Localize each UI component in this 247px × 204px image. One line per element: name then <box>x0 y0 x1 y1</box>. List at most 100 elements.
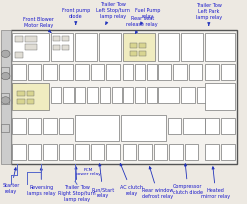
Bar <box>123 87 133 103</box>
Bar <box>205 144 219 160</box>
Bar <box>158 33 179 61</box>
Bar <box>59 144 73 160</box>
Text: Rear window
defrost relay: Rear window defrost relay <box>142 167 173 199</box>
Text: Rear seat
release relay: Rear seat release relay <box>126 16 158 33</box>
Text: Trailer Tow
Left Stop/turn
lamp relay: Trailer Tow Left Stop/turn lamp relay <box>96 2 130 24</box>
Bar <box>135 87 145 103</box>
Bar <box>185 144 199 160</box>
Bar <box>59 64 73 80</box>
Bar <box>87 87 98 103</box>
Bar <box>168 118 182 134</box>
Bar <box>51 33 73 61</box>
Bar <box>62 36 69 41</box>
Bar <box>106 64 120 80</box>
Bar <box>15 36 23 42</box>
Text: Fuel Pump
relay: Fuel Pump relay <box>135 8 160 24</box>
Bar <box>106 144 120 160</box>
Bar <box>12 83 26 103</box>
Bar <box>91 64 104 80</box>
Bar <box>147 64 157 80</box>
Bar <box>221 118 235 134</box>
Text: Heated
mirror relay: Heated mirror relay <box>201 167 230 199</box>
Bar <box>205 64 219 80</box>
Bar <box>158 87 179 103</box>
Bar <box>11 30 237 164</box>
Bar <box>205 33 235 61</box>
Bar <box>43 64 57 80</box>
Text: AC clutch
relay: AC clutch relay <box>120 163 143 196</box>
Bar <box>112 87 122 103</box>
Bar <box>154 144 167 160</box>
Bar <box>75 114 119 141</box>
Bar <box>12 144 26 160</box>
Bar <box>169 144 183 160</box>
Bar <box>1 30 11 164</box>
Text: Trailer Tow
Left Park
lamp relay: Trailer Tow Left Park lamp relay <box>196 3 222 25</box>
Circle shape <box>1 72 10 80</box>
Bar <box>123 64 133 80</box>
Text: Front Blower
Motor Relay: Front Blower Motor Relay <box>23 17 54 32</box>
Bar <box>182 87 195 103</box>
Bar <box>28 118 41 134</box>
Text: Starter
relay: Starter relay <box>2 168 20 194</box>
Bar <box>1 93 9 104</box>
Bar <box>75 87 85 103</box>
Bar <box>138 144 152 160</box>
Bar <box>205 118 219 134</box>
Bar <box>197 87 210 103</box>
Bar <box>123 33 155 61</box>
Bar <box>62 45 69 50</box>
Bar <box>26 99 34 104</box>
Bar <box>183 118 205 134</box>
Bar <box>28 64 41 80</box>
Bar <box>139 43 146 48</box>
Bar <box>15 52 23 58</box>
Bar <box>130 43 137 48</box>
Bar <box>12 83 49 111</box>
Bar <box>189 64 202 80</box>
Bar <box>182 33 203 61</box>
Bar <box>43 118 57 134</box>
Bar <box>12 118 26 134</box>
Bar <box>24 36 37 42</box>
Bar <box>63 87 74 103</box>
Bar <box>59 118 73 134</box>
Text: Reversing
lamps relay: Reversing lamps relay <box>27 168 56 196</box>
Bar <box>12 33 49 61</box>
Bar <box>205 83 235 111</box>
Text: Front pump
diode: Front pump diode <box>62 8 90 24</box>
Text: Compressor
clutch diode: Compressor clutch diode <box>173 164 203 195</box>
Bar <box>28 144 41 160</box>
Bar <box>173 64 187 80</box>
Bar <box>17 99 25 104</box>
Bar <box>75 144 89 160</box>
Bar <box>75 64 89 80</box>
Bar <box>135 64 145 80</box>
Bar <box>91 144 104 160</box>
Bar <box>24 44 37 50</box>
Bar <box>17 91 25 96</box>
Bar <box>121 114 166 141</box>
Bar <box>53 36 60 41</box>
Bar <box>139 51 146 56</box>
Bar <box>100 87 110 103</box>
Circle shape <box>1 97 10 104</box>
Bar <box>53 45 60 50</box>
Bar <box>99 33 121 61</box>
Bar <box>212 87 226 103</box>
Bar <box>147 87 157 103</box>
Text: Run/Start
relay: Run/Start relay <box>91 164 115 198</box>
Bar <box>43 144 57 160</box>
Bar <box>75 33 97 61</box>
Bar <box>130 51 137 56</box>
Bar <box>1 67 9 78</box>
Text: Trailer Tow
Right Stop/turn
lamp relay: Trailer Tow Right Stop/turn lamp relay <box>58 167 96 202</box>
Bar <box>123 144 136 160</box>
Bar <box>1 124 9 132</box>
Circle shape <box>1 50 10 58</box>
Bar <box>221 64 235 80</box>
Bar <box>51 87 62 103</box>
Bar <box>221 144 235 160</box>
Text: PCM
power relay: PCM power relay <box>75 168 101 176</box>
Bar <box>158 64 171 80</box>
